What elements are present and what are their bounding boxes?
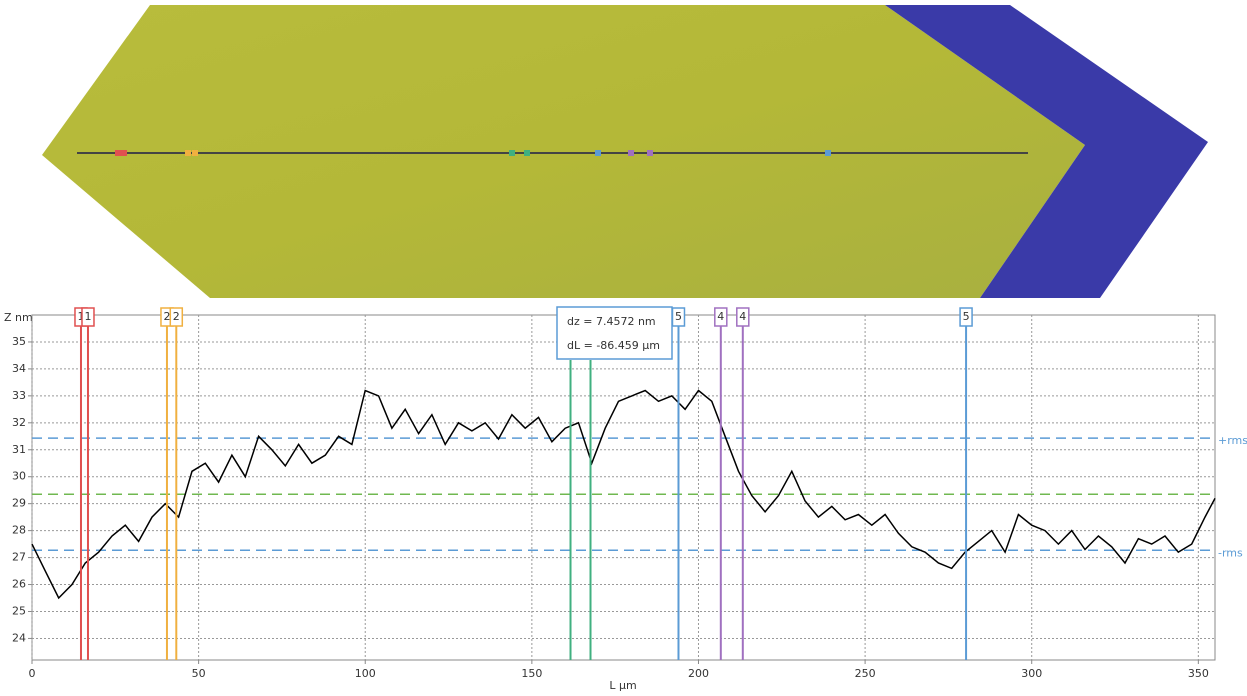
y-tick-label: 32 <box>12 416 26 429</box>
x-axis-label: L µm <box>609 679 636 692</box>
y-tick-label: 25 <box>12 604 26 617</box>
marker <box>121 150 127 156</box>
y-tick-label: 34 <box>12 362 26 375</box>
marker <box>115 150 121 156</box>
y-tick-label: 30 <box>12 470 26 483</box>
plot-frame <box>32 315 1215 660</box>
reference-label: +rms <box>1218 434 1247 447</box>
chart: Z nm L µm 242526272829303132333435050100… <box>0 0 1247 692</box>
page: {"chart_data": { "type": "line", "y_axis… <box>0 0 1247 696</box>
x-tick-label: 250 <box>855 667 876 680</box>
cursor-label: 5 <box>675 310 682 323</box>
marker <box>628 150 634 156</box>
cursor-label: 2 <box>163 310 170 323</box>
y-tick-label: 24 <box>12 631 26 644</box>
x-tick-label: 350 <box>1188 667 1209 680</box>
cursor-label: 4 <box>739 310 746 323</box>
surface-region <box>42 5 1085 298</box>
reference-label: -rms <box>1218 546 1243 559</box>
x-tick-label: 50 <box>192 667 206 680</box>
surface-image <box>42 5 1208 298</box>
marker <box>647 150 653 156</box>
y-tick-label: 33 <box>12 389 26 402</box>
measure-dz: dz = 7.4572 nm <box>567 315 656 328</box>
y-tick-label: 26 <box>12 578 26 591</box>
cursor-label: 1 <box>84 310 91 323</box>
y-axis-label: Z nm <box>4 311 33 324</box>
x-tick-label: 0 <box>29 667 36 680</box>
x-tick-label: 150 <box>521 667 542 680</box>
y-tick-label: 35 <box>12 335 26 348</box>
cursor-label: 2 <box>173 310 180 323</box>
x-tick-label: 100 <box>355 667 376 680</box>
cursor-label: 4 <box>717 310 724 323</box>
marker <box>185 150 191 156</box>
x-tick-label: 200 <box>688 667 709 680</box>
marker <box>509 150 515 156</box>
y-tick-label: 28 <box>12 524 26 537</box>
marker <box>192 150 198 156</box>
marker <box>825 150 831 156</box>
marker <box>524 150 530 156</box>
marker <box>595 150 601 156</box>
cursor-label: 5 <box>963 310 970 323</box>
y-tick-label: 27 <box>12 551 26 564</box>
y-tick-label: 29 <box>12 497 26 510</box>
x-tick-label: 300 <box>1021 667 1042 680</box>
y-tick-label: 31 <box>12 443 26 456</box>
measure-dl: dL = -86.459 µm <box>567 339 660 352</box>
